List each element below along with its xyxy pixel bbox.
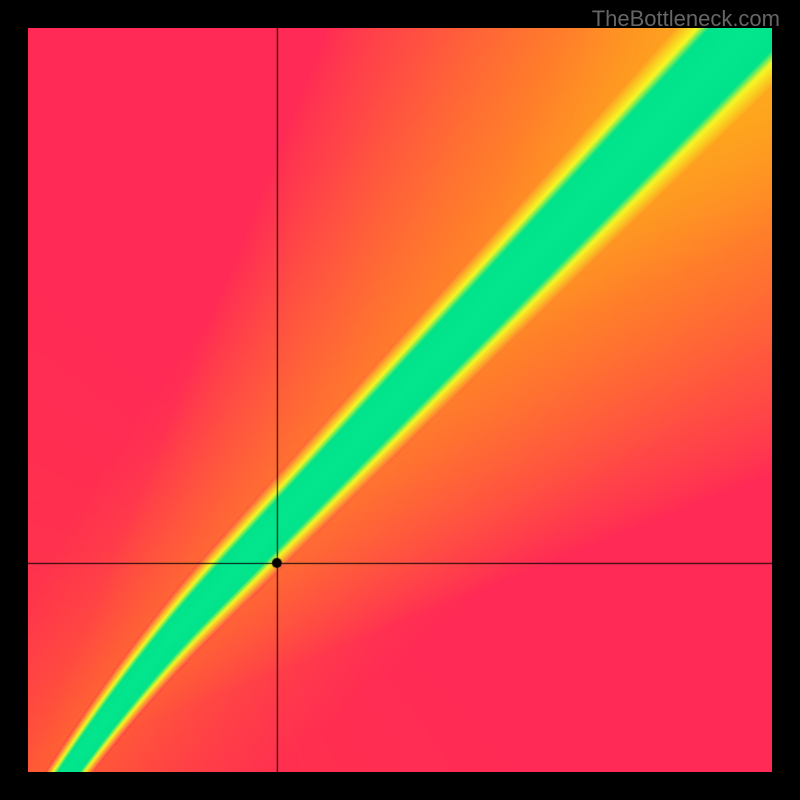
watermark-text: TheBottleneck.com: [592, 6, 780, 32]
heatmap-canvas: [28, 28, 772, 772]
heatmap-plot: [28, 28, 772, 772]
